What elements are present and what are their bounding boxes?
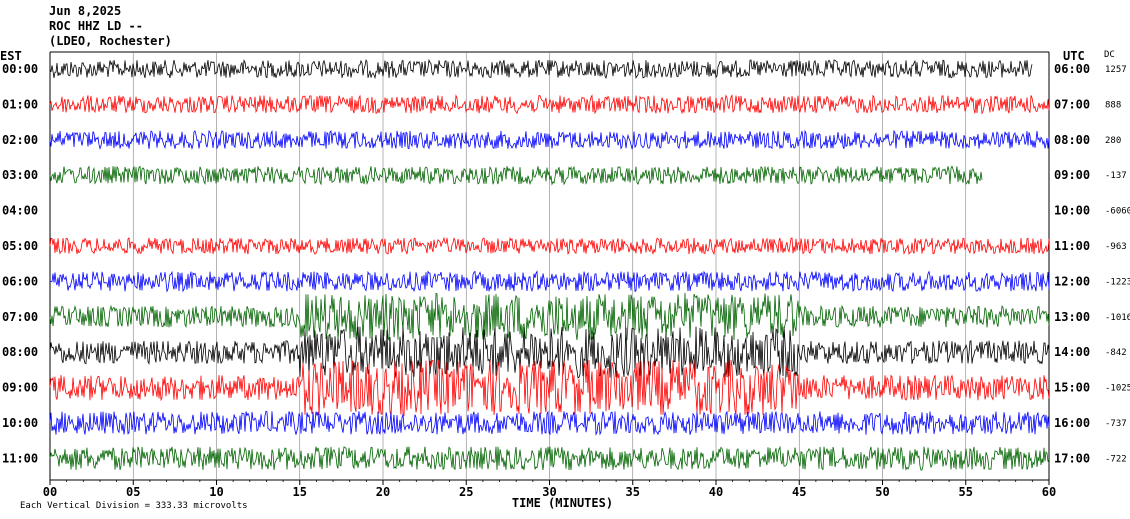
x-tick-label-40: 40: [709, 485, 723, 499]
trace-07:00: [49, 93, 1050, 115]
utc-label-10:00: 10:00: [1054, 204, 1090, 218]
x-tick-label-15: 15: [293, 485, 307, 499]
dc-value-14:00: -842: [1105, 348, 1127, 358]
trace-12:00: [49, 270, 1050, 293]
utc-label-12:00: 12:00: [1054, 274, 1090, 288]
dc-value-12:00: -1223: [1105, 277, 1130, 287]
est-axis-label: EST: [0, 49, 22, 63]
dc-value-11:00: -963: [1105, 242, 1127, 252]
x-tick-label-60: 60: [1042, 485, 1056, 499]
x-tick-label-55: 55: [959, 485, 973, 499]
dc-value-08:00: 280: [1105, 136, 1121, 146]
est-label-05:00: 05:00: [2, 239, 38, 253]
utc-axis-label: UTC: [1063, 49, 1085, 63]
station-title: ROC HHZ LD --: [49, 19, 143, 33]
utc-label-13:00: 13:00: [1054, 310, 1090, 324]
dc-value-16:00: -737: [1105, 419, 1127, 429]
est-label-06:00: 06:00: [2, 274, 38, 288]
utc-label-07:00: 07:00: [1054, 97, 1090, 111]
est-label-03:00: 03:00: [2, 168, 38, 182]
est-label-07:00: 07:00: [2, 310, 38, 324]
x-tick-label-50: 50: [875, 485, 889, 499]
est-label-10:00: 10:00: [2, 416, 38, 430]
dc-value-06:00: 1257: [1105, 65, 1127, 75]
x-tick-label-35: 35: [626, 485, 640, 499]
utc-label-16:00: 16:00: [1054, 416, 1090, 430]
dc-value-13:00: -1016: [1105, 313, 1130, 323]
trace-15:00: [49, 359, 1050, 417]
trace-09:00: [49, 165, 983, 186]
dc-value-07:00: 888: [1105, 100, 1121, 110]
utc-label-09:00: 09:00: [1054, 168, 1090, 182]
trace-11:00: [49, 236, 1050, 256]
dc-value-10:00: -6060: [1105, 207, 1130, 217]
scale-note: Each Vertical Division = 333.33 microvol…: [20, 501, 248, 511]
est-label-00:00: 00:00: [2, 62, 38, 76]
x-tick-label-20: 20: [376, 485, 390, 499]
trace-14:00: [49, 326, 1050, 379]
utc-label-11:00: 11:00: [1054, 239, 1090, 253]
est-label-02:00: 02:00: [2, 133, 38, 147]
est-label-09:00: 09:00: [2, 381, 38, 395]
dc-column-label: DC: [1104, 50, 1115, 60]
x-tick-label-05: 05: [126, 485, 140, 499]
label-layer: 00 05 10 15 20 25 30 35 40 45 50 55 60 TIME (MINUTES)…: [0, 49, 1130, 511]
trace-08:00: [49, 129, 1050, 151]
x-tick-label-30: 30: [542, 485, 556, 499]
x-tick-label-10: 10: [209, 485, 223, 499]
x-axis-title: TIME (MINUTES): [512, 496, 613, 510]
est-label-01:00: 01:00: [2, 97, 38, 111]
trace-17:00: [49, 445, 1050, 471]
utc-label-14:00: 14:00: [1054, 345, 1090, 359]
utc-label-08:00: 08:00: [1054, 133, 1090, 147]
est-label-11:00: 11:00: [2, 451, 38, 465]
trace-layer: [49, 58, 1050, 471]
x-tick-label-00: 00: [43, 485, 57, 499]
x-tick-label-25: 25: [459, 485, 473, 499]
network-title: (LDEO, Rochester): [49, 34, 172, 48]
dc-value-09:00: -137: [1105, 171, 1127, 181]
utc-label-17:00: 17:00: [1054, 451, 1090, 465]
utc-label-06:00: 06:00: [1054, 62, 1090, 76]
x-tick-label-45: 45: [792, 485, 806, 499]
trace-06:00: [49, 58, 1033, 80]
utc-label-15:00: 15:00: [1054, 381, 1090, 395]
grid-layer: [49, 51, 1050, 485]
dc-value-17:00: -722: [1105, 454, 1127, 464]
trace-13:00: [49, 292, 1050, 342]
date-title: Jun 8,2025: [49, 4, 122, 18]
est-label-08:00: 08:00: [2, 345, 38, 359]
dc-value-15:00: -1025: [1105, 384, 1130, 394]
est-label-04:00: 04:00: [2, 204, 38, 218]
trace-16:00: [49, 410, 1050, 436]
